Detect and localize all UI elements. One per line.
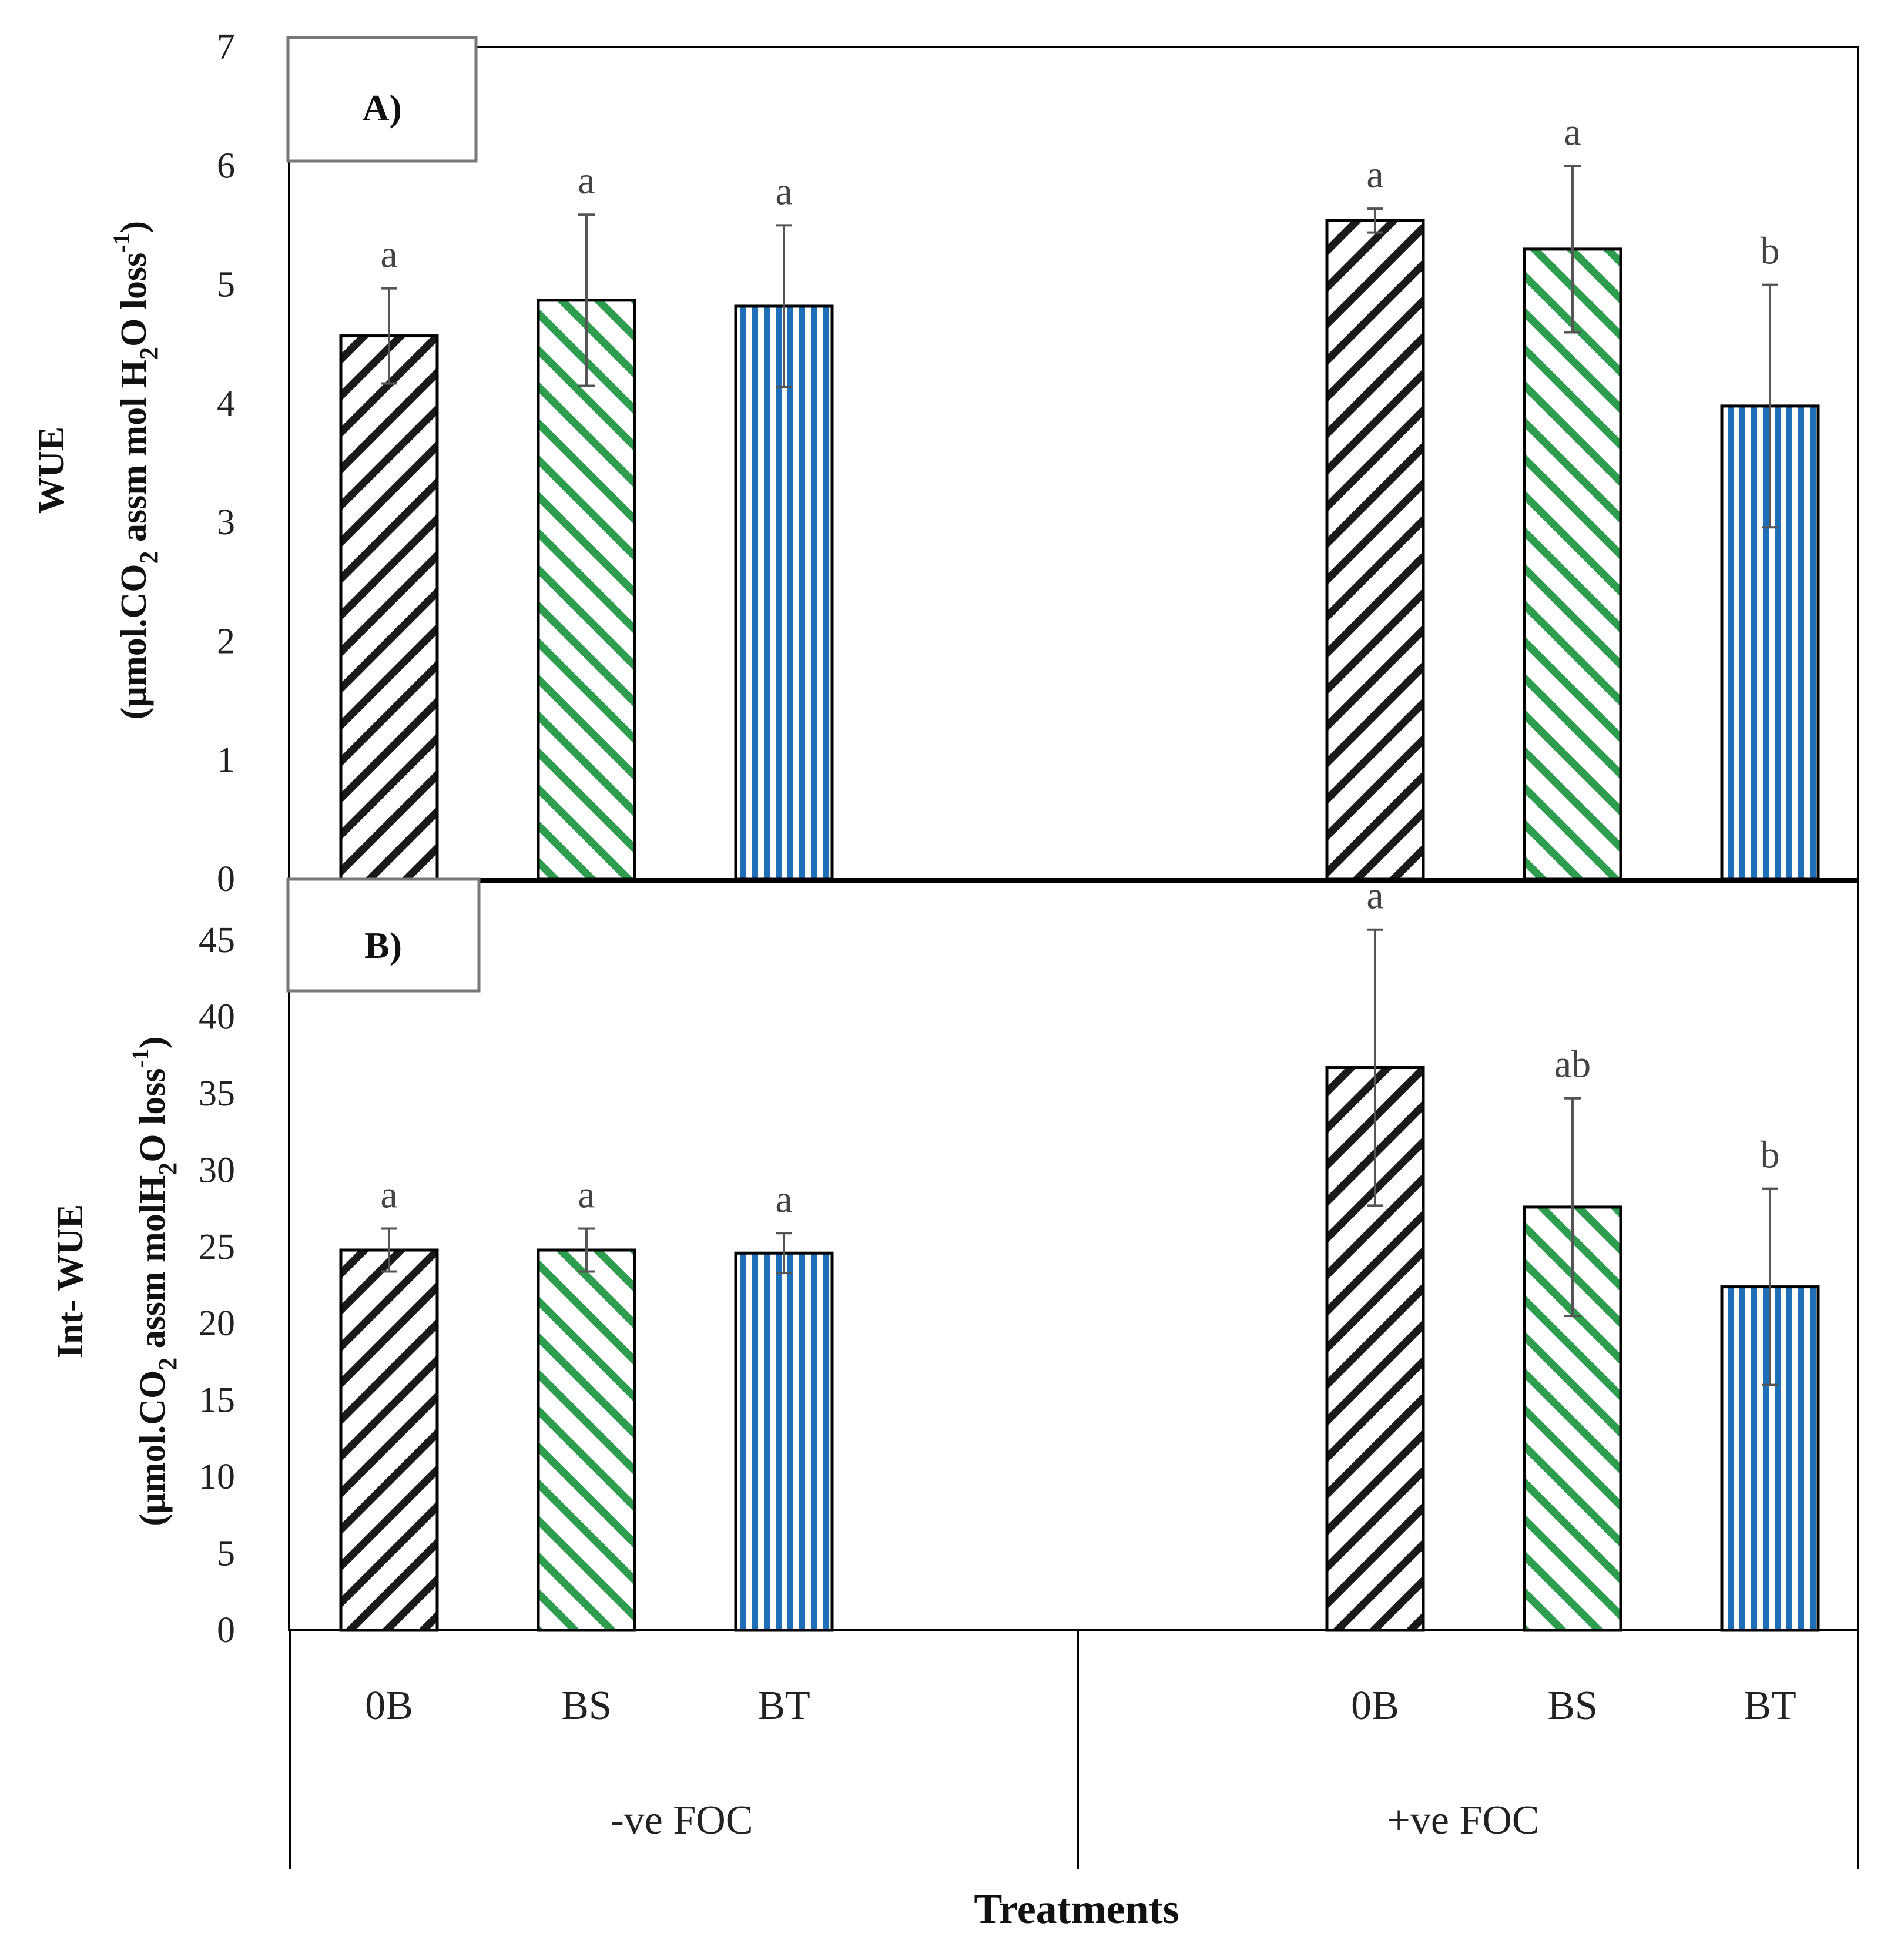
sig-letter: a: [775, 170, 792, 213]
category-axis: 0B BS BT 0B BS BT -ve FOC +ve FOC Treatm…: [289, 1630, 1859, 1932]
sig-letter: a: [578, 159, 595, 202]
panel-a-frame: [288, 46, 1859, 880]
panel-a-yaxis-title: WUE (µmol.CO2 assm mol H2O loss-1): [32, 221, 163, 719]
bar-BT-neg: [734, 304, 834, 881]
panel-a: A) WUE (µmol.CO2 assm mol H2O loss-1) 0 …: [32, 27, 1859, 899]
bar-0B-pos: [1325, 219, 1425, 881]
panel-b-ylabel-unit: (µmol.CO2 assm molH2O loss-1): [127, 1037, 182, 1526]
sig-letter: a: [1564, 110, 1581, 153]
error-bar: [578, 1227, 595, 1273]
panel-a-y-ticks: 0 1 2 3 4 5 6 7: [217, 27, 235, 899]
bar-BS-pos: [1523, 247, 1622, 881]
error-bar: [1762, 1187, 1778, 1386]
panel-a-ylabel-main: WUE: [32, 427, 72, 514]
error-bar: [1367, 207, 1383, 234]
y-tick-label: 2: [217, 621, 235, 661]
bar-BS-neg: [537, 1248, 636, 1632]
error-bar: [578, 213, 595, 387]
sig-letter: a: [380, 1173, 397, 1216]
category-label: 0B: [365, 1683, 413, 1728]
y-tick-label: 20: [199, 1304, 235, 1343]
bar-0B-neg: [339, 334, 439, 881]
sig-letter: a: [578, 1173, 595, 1216]
category-label: BS: [1547, 1683, 1598, 1728]
bar-BS-neg: [537, 299, 636, 881]
y-tick-label: 5: [217, 1534, 235, 1574]
panel-b-ylabel-main: Int- WUE: [51, 1204, 90, 1358]
panel-b-label: B): [364, 924, 402, 966]
y-tick-label: 4: [217, 384, 235, 424]
sig-letter: a: [775, 1178, 792, 1221]
panel-b-label-box: [286, 877, 481, 993]
y-tick-label: 0: [217, 1610, 235, 1650]
y-tick-label: 35: [199, 1074, 235, 1114]
panel-a-label-box: [286, 36, 478, 163]
sig-letter: a: [1366, 153, 1383, 196]
panel-a-bars: [339, 165, 1820, 881]
y-tick-label: 0: [217, 859, 235, 899]
category-label: BT: [757, 1683, 810, 1728]
error-bar: [776, 1232, 792, 1275]
y-tick-label: 10: [199, 1457, 235, 1497]
sig-letter: ab: [1554, 1043, 1591, 1086]
bar-BT-neg: [734, 1251, 834, 1632]
sig-letter: b: [1761, 1134, 1780, 1177]
error-bar: [1564, 1097, 1581, 1318]
panel-b-significance-letters: a a a a ab b: [380, 875, 1779, 1221]
panel-b: B) Int- WUE (µmol.CO2 assm molH2O loss-1…: [51, 875, 1859, 1650]
y-tick-label: 7: [217, 27, 235, 67]
panel-a-ylabel-unit: (µmol.CO2 assm mol H2O loss-1): [108, 221, 163, 719]
error-bar: [1564, 165, 1581, 334]
category-label: BS: [561, 1683, 612, 1728]
sig-letter: a: [380, 233, 397, 276]
y-tick-label: 45: [199, 920, 235, 960]
panel-b-frame: [288, 880, 1859, 1631]
y-tick-label: 25: [199, 1227, 235, 1267]
panel-b-y-ticks: 0 5 10 15 20 25 30 35 40 45: [199, 920, 235, 1650]
panel-b-bars: [339, 928, 1820, 1632]
error-bar: [381, 287, 397, 385]
y-tick-label: 6: [217, 146, 235, 186]
category-label: 0B: [1351, 1683, 1399, 1728]
group-label: +ve FOC: [1387, 1798, 1539, 1843]
x-axis-title: Treatments: [974, 1885, 1179, 1932]
sig-letter: b: [1761, 230, 1780, 273]
group-label: -ve FOC: [610, 1798, 753, 1843]
panel-a-significance-letters: a a a a a b: [380, 110, 1779, 276]
y-tick-label: 30: [199, 1150, 235, 1190]
error-bar: [381, 1227, 397, 1273]
category-label: BT: [1744, 1683, 1796, 1728]
error-bar: [1762, 283, 1778, 529]
panel-b-yaxis-title: Int- WUE (µmol.CO2 assm molH2O loss-1): [51, 1037, 182, 1526]
error-bar: [1367, 928, 1383, 1207]
bar-0B-neg: [339, 1248, 439, 1632]
y-tick-label: 5: [217, 265, 235, 305]
error-bar: [776, 224, 792, 388]
y-tick-label: 3: [217, 502, 235, 542]
y-tick-label: 40: [199, 997, 235, 1037]
panel-a-label: A): [362, 87, 402, 129]
y-tick-label: 1: [217, 741, 235, 780]
y-tick-label: 15: [199, 1381, 235, 1420]
sig-letter: a: [1366, 875, 1383, 917]
